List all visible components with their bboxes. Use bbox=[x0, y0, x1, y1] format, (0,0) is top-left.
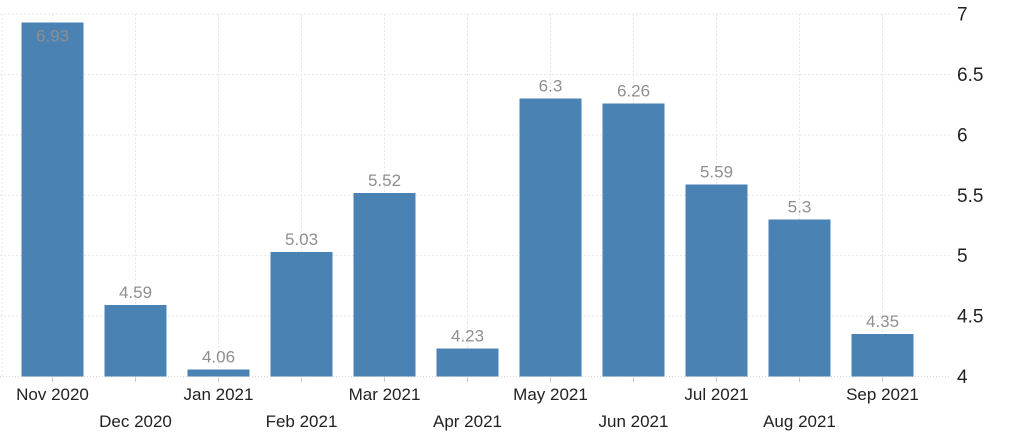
bar-value-label: 6.93 bbox=[36, 27, 69, 46]
bar[interactable] bbox=[602, 103, 665, 377]
x-axis-label: Jun 2021 bbox=[599, 412, 669, 431]
bar[interactable] bbox=[851, 334, 914, 377]
y-axis-label: 4.5 bbox=[957, 307, 983, 328]
bar-value-label: 5.03 bbox=[285, 230, 318, 249]
x-axis-label: Mar 2021 bbox=[349, 385, 421, 404]
x-axis-label: Jan 2021 bbox=[184, 385, 254, 404]
bar-value-label: 4.06 bbox=[202, 347, 235, 366]
bar[interactable] bbox=[104, 305, 167, 377]
y-axis-label: 5 bbox=[957, 246, 968, 267]
bar[interactable] bbox=[353, 192, 416, 377]
bar-value-label: 4.59 bbox=[119, 283, 152, 302]
y-axis-label: 6 bbox=[957, 125, 968, 146]
x-axis-label: Dec 2020 bbox=[99, 412, 172, 431]
x-axis-label: Apr 2021 bbox=[433, 412, 502, 431]
bar[interactable] bbox=[187, 369, 250, 377]
y-axis-label: 6.5 bbox=[957, 65, 983, 86]
x-axis-label: Aug 2021 bbox=[763, 412, 836, 431]
x-axis-label: Feb 2021 bbox=[266, 412, 338, 431]
x-axis-label: Jul 2021 bbox=[684, 385, 748, 404]
bar[interactable] bbox=[519, 98, 582, 377]
bar[interactable] bbox=[436, 348, 499, 377]
bar-value-label: 5.52 bbox=[368, 171, 401, 190]
bar-value-label: 5.59 bbox=[700, 162, 733, 181]
y-axis-label: 5.5 bbox=[957, 186, 983, 207]
bar[interactable] bbox=[21, 22, 84, 377]
x-axis-label: Nov 2020 bbox=[16, 385, 89, 404]
bar-value-label: 6.3 bbox=[539, 77, 563, 96]
x-axis-label: May 2021 bbox=[513, 385, 588, 404]
bar-value-label: 6.26 bbox=[617, 81, 650, 100]
bar-value-label: 4.35 bbox=[866, 312, 899, 331]
bar-value-label: 4.23 bbox=[451, 327, 484, 346]
y-axis-label: 4 bbox=[957, 367, 968, 388]
x-axis-label: Sep 2021 bbox=[846, 385, 919, 404]
y-axis-label: 7 bbox=[957, 5, 968, 26]
bar[interactable] bbox=[685, 184, 748, 377]
bar[interactable] bbox=[270, 252, 333, 377]
bar[interactable] bbox=[768, 219, 831, 377]
bar-value-label: 5.3 bbox=[788, 197, 812, 216]
